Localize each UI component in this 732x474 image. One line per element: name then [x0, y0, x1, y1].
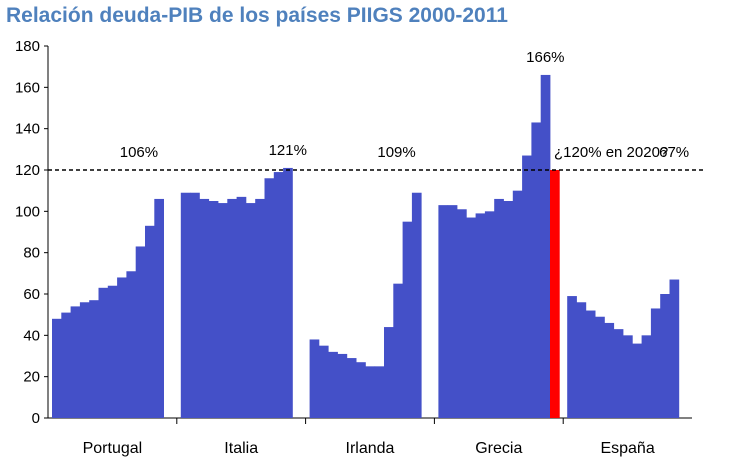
bar [79, 302, 90, 418]
bar [576, 302, 587, 418]
bar [199, 198, 210, 418]
bar [309, 339, 320, 418]
y-tick-label: 0 [32, 410, 40, 427]
bar [466, 217, 476, 418]
bar [585, 310, 596, 418]
bar [117, 277, 127, 418]
bar [641, 335, 652, 418]
bar [236, 196, 247, 418]
value-label: 109% [377, 144, 415, 161]
bar [384, 327, 394, 418]
bar [604, 322, 615, 418]
y-tick-label: 80 [23, 245, 40, 262]
bar [393, 283, 403, 418]
bar [190, 192, 200, 418]
bar [503, 201, 514, 418]
bar [328, 351, 338, 418]
chart-title: Relación deuda-PIB de los países PIIGS 2… [6, 4, 508, 27]
bar [218, 203, 228, 418]
bar [457, 209, 467, 418]
bar [283, 167, 293, 418]
value-label: 106% [120, 144, 158, 161]
bar [567, 296, 577, 418]
bar [402, 221, 413, 418]
bar [411, 192, 422, 418]
bar [318, 345, 329, 418]
bar [365, 366, 376, 418]
bar [337, 353, 348, 418]
bar [531, 122, 542, 418]
bar [208, 201, 219, 418]
bar [512, 190, 523, 418]
bar [540, 74, 551, 418]
y-tick-label: 120 [15, 162, 40, 179]
y-tick-label: 160 [15, 79, 40, 96]
bar [98, 287, 109, 418]
bar [595, 316, 605, 418]
bar [245, 203, 256, 418]
bar [623, 335, 633, 418]
bar [438, 205, 449, 418]
value-label: 166% [526, 49, 564, 66]
y-tick-label: 40 [23, 327, 40, 344]
bar [669, 279, 680, 418]
bar [264, 178, 275, 418]
bar [475, 213, 486, 418]
bar [484, 211, 495, 418]
projection-bar [550, 170, 560, 418]
bar [145, 225, 155, 418]
y-tick-label: 60 [23, 286, 40, 303]
bar [135, 246, 146, 418]
bar [227, 198, 237, 418]
bar [447, 205, 458, 418]
bar [632, 343, 642, 418]
y-tick-label: 20 [23, 369, 40, 386]
category-label: Irlanda [346, 440, 395, 457]
bar [346, 358, 357, 418]
category-label: España [600, 440, 654, 457]
y-tick-label: 140 [15, 121, 40, 138]
projection-label: ¿120% en 2020? [554, 144, 668, 161]
y-tick-label: 100 [15, 203, 40, 220]
category-label: Italia [224, 440, 258, 457]
category-label: Grecia [475, 440, 522, 457]
bar [52, 318, 62, 418]
bar [660, 294, 670, 418]
bar [356, 362, 366, 418]
bar [61, 312, 71, 418]
bar [154, 198, 164, 418]
bar [255, 198, 265, 418]
y-tick-label: 180 [15, 38, 40, 55]
value-label: 121% [269, 142, 307, 159]
bar [126, 271, 137, 418]
bar [374, 366, 385, 418]
bar [613, 329, 624, 418]
bar [650, 308, 661, 418]
bar [70, 306, 81, 418]
bar [89, 300, 99, 418]
bar [273, 172, 284, 418]
category-label: Portugal [83, 440, 143, 457]
bar [107, 285, 118, 418]
bar [494, 198, 504, 418]
bar [180, 192, 191, 418]
bar [522, 155, 532, 419]
value-label: 67% [659, 144, 689, 161]
